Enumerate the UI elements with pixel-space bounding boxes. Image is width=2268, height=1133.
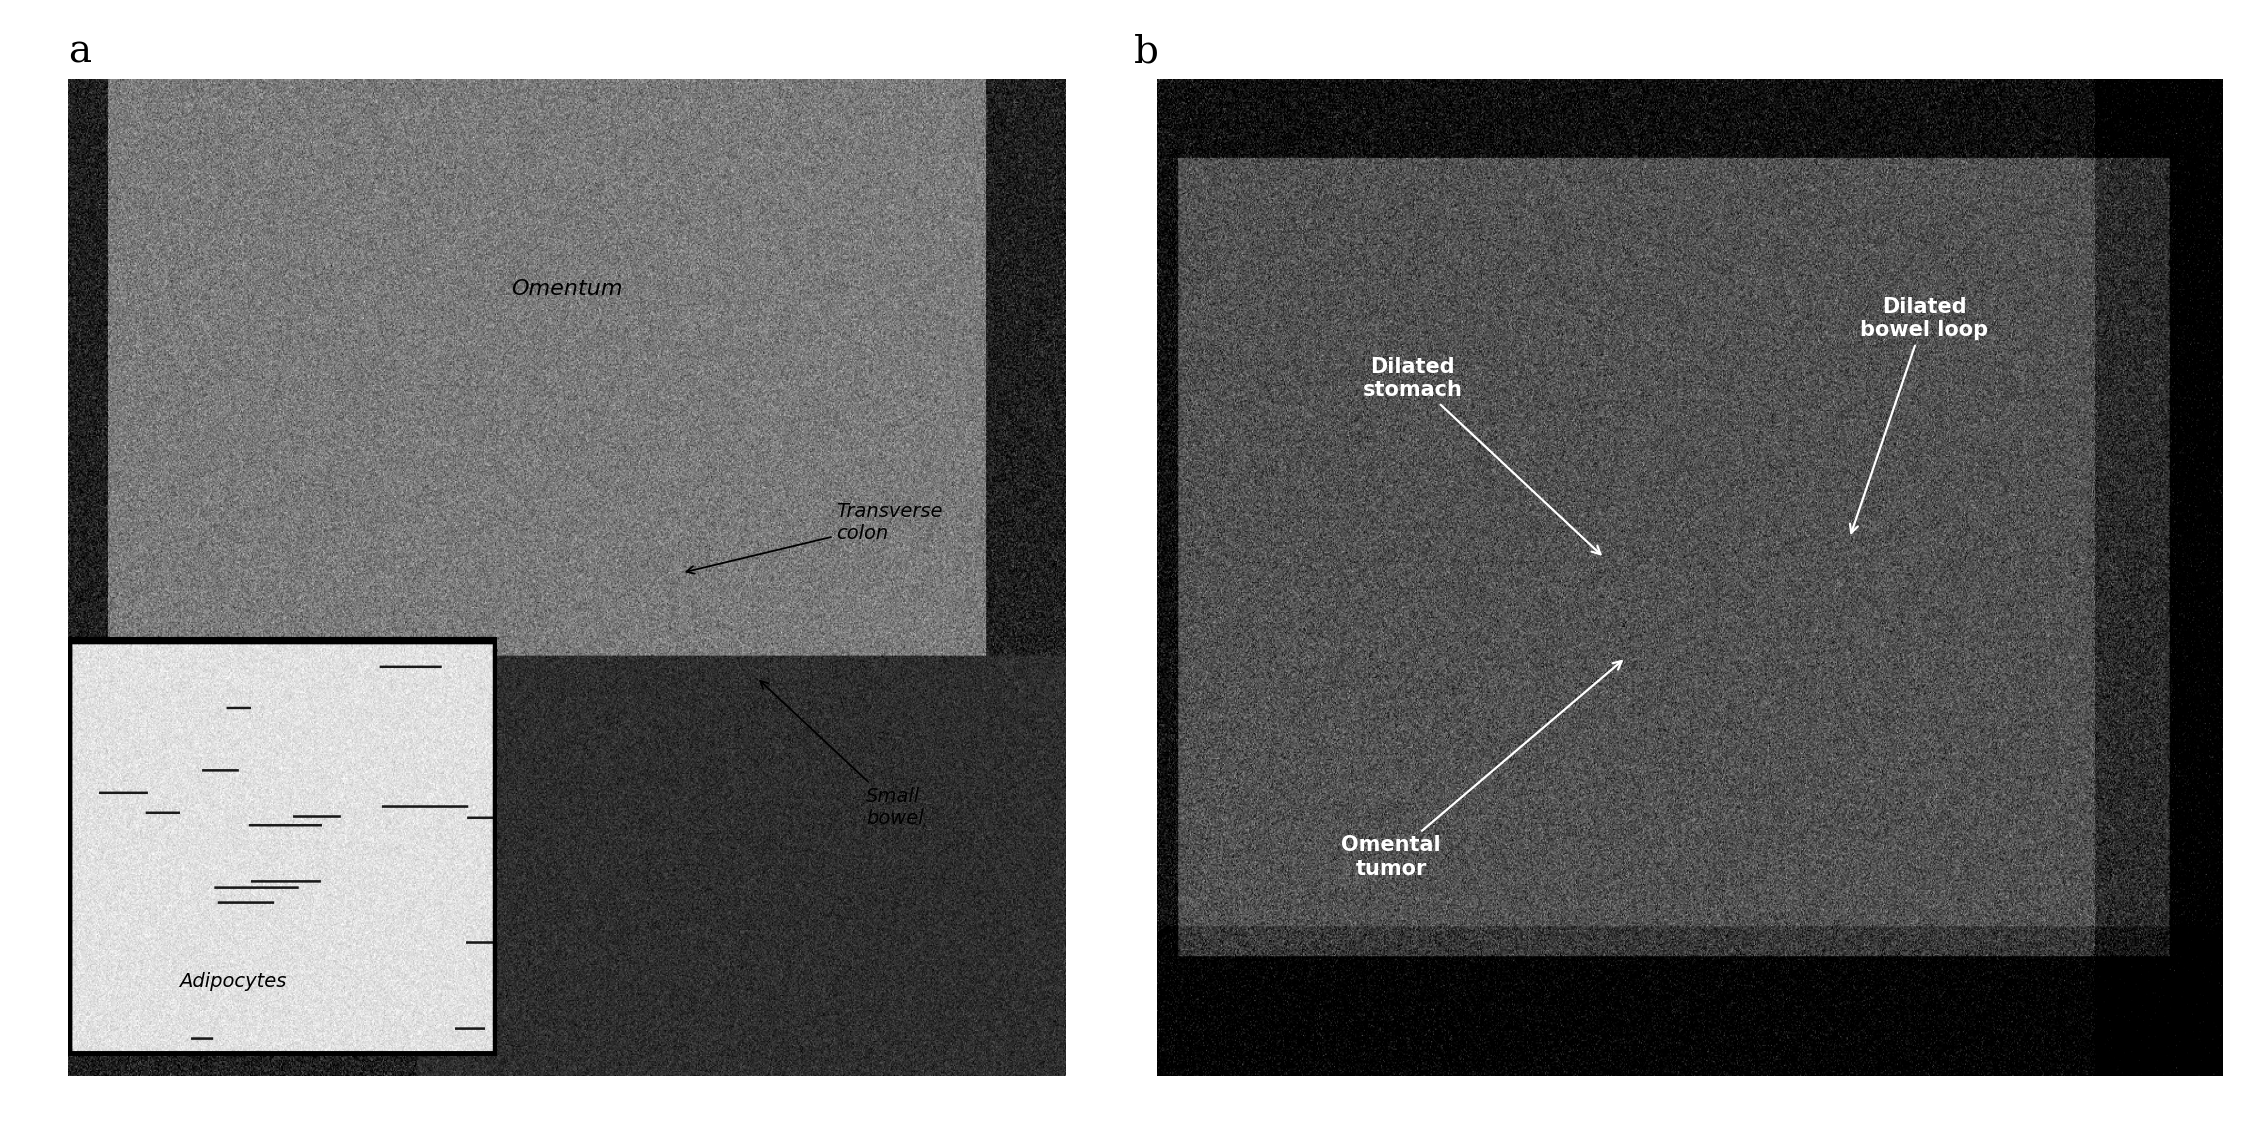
Text: Dilated
bowel loop: Dilated bowel loop (1851, 297, 1989, 533)
Text: Small
bowel: Small bowel (760, 681, 923, 827)
Text: a: a (68, 34, 91, 71)
Text: Dilated
stomach: Dilated stomach (1363, 357, 1601, 554)
Text: Adipocytes: Adipocytes (179, 972, 286, 991)
Text: Transverse
colon: Transverse colon (687, 503, 943, 573)
Text: Omental
tumor: Omental tumor (1340, 661, 1622, 878)
Text: Omentum: Omentum (510, 279, 624, 299)
Text: b: b (1134, 34, 1159, 71)
